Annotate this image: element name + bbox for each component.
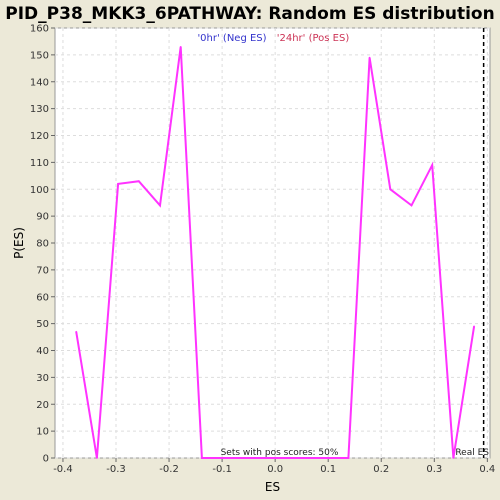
legend-neg-es: '0hr' (Neg ES) [197,33,266,44]
x-tick-label: -0.4 [53,464,73,475]
data-point [326,457,329,459]
y-tick-label: 130 [30,104,49,115]
y-tick-label: 80 [36,239,49,250]
data-point [368,56,371,59]
data-point [347,457,350,459]
y-tick-label: 150 [30,50,49,61]
x-tick-label: 0.3 [426,464,442,475]
data-point [284,457,287,459]
real-es-label: Real ES [455,448,489,458]
data-point [431,164,433,166]
x-tick-label: 0.4 [479,464,495,475]
data-point [263,457,266,459]
y-tick-label: 110 [30,158,49,169]
x-axis-label: ES [265,480,280,494]
data-point [75,330,78,333]
x-tick-label: 0.0 [267,464,283,475]
data-point [473,325,475,328]
y-tick-label: 40 [36,346,49,357]
y-tick-label: 140 [30,77,49,88]
data-point [243,457,245,459]
x-tick-label: -0.1 [212,464,232,475]
y-tick-label: 0 [43,454,49,465]
y-tick-label: 10 [36,427,49,438]
data-point [389,188,392,191]
y-tick-label: 50 [36,319,49,330]
data-point [159,204,161,207]
series-layer [75,46,476,459]
data-point [305,457,308,459]
x-tick-label: 0.1 [320,464,336,475]
y-tick-label: 60 [36,292,49,303]
x-tick-label: -0.3 [106,464,126,475]
x-tick-label: -0.2 [159,464,179,475]
data-point [452,457,455,459]
data-point [410,204,413,207]
data-point [96,457,98,459]
pos-scores-annotation: Sets with pos scores: 50% [221,448,339,458]
data-point [179,46,182,48]
y-tick-label: 160 [30,24,49,35]
data-point [138,180,140,182]
data-point [201,457,203,459]
data-point [221,457,224,459]
y-tick-label: 100 [30,185,49,196]
chart-title: PID_P38_MKK3_6PATHWAY: Random ES distrib… [5,4,494,24]
y-tick-label: 70 [36,265,49,276]
es-density-line [75,46,476,459]
y-axis-ticks: 0 10 20 30 40 50 60 70 80 90 100 110 120 130 140 150 160 [30,24,55,465]
x-tick-label: 0.2 [373,464,389,475]
y-tick-label: 120 [30,131,49,142]
y-axis-label: P(ES) [12,227,26,259]
x-axis-ticks: -0.4 -0.3 -0.2 -0.1 0.0 0.1 0.2 0.3 0.4 [53,458,495,475]
data-point [117,183,119,185]
legend-pos-es: '24hr' (Pos ES) [277,33,350,44]
y-tick-label: 20 [36,400,49,411]
y-tick-label: 30 [36,373,49,384]
gridlines [55,27,490,459]
y-tick-label: 90 [36,212,49,223]
